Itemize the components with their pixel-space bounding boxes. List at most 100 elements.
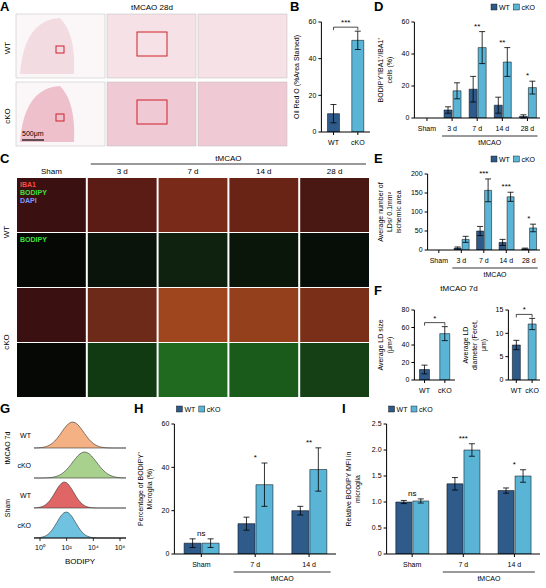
svg-text:5: 5: [499, 353, 503, 360]
svg-text:WT: WT: [184, 406, 196, 413]
svg-text:ns: ns: [408, 489, 416, 498]
svg-text:0.5: 0.5: [372, 524, 382, 531]
svg-text:28 d: 28 d: [521, 125, 535, 132]
svg-text:**: **: [306, 438, 312, 447]
svg-text:7 d: 7 d: [472, 125, 482, 132]
svg-text:cKO: cKO: [521, 156, 535, 163]
svg-text:cKO: cKO: [17, 462, 31, 469]
svg-text:cKO: cKO: [2, 334, 11, 350]
svg-text:40: 40: [402, 50, 410, 57]
svg-text:Oil Red O (%Area Stained): Oil Red O (%Area Stained): [293, 35, 301, 119]
svg-text:Sham: Sham: [403, 561, 421, 568]
svg-text:14 d: 14 d: [496, 125, 510, 132]
svg-text:3 d: 3 d: [117, 167, 128, 176]
svg-text:7 d: 7 d: [458, 561, 468, 568]
svg-text:7 d: 7 d: [479, 257, 489, 264]
svg-text:tMCAO: tMCAO: [484, 271, 508, 278]
svg-text:60: 60: [162, 420, 170, 427]
svg-text:diameter (Feret,: diameter (Feret,: [471, 320, 479, 370]
svg-text:WT: WT: [3, 42, 12, 55]
svg-text:0: 0: [405, 376, 409, 383]
svg-text:3 d: 3 d: [447, 125, 457, 132]
svg-text:(μm²): (μm²): [386, 337, 394, 354]
svg-text:20: 20: [402, 359, 410, 366]
svg-text:WT: WT: [511, 387, 523, 394]
svg-text:tMCAO: tMCAO: [477, 575, 501, 582]
svg-text:BODIPY: BODIPY: [65, 557, 96, 566]
svg-text:40: 40: [402, 341, 410, 348]
svg-text:150: 150: [411, 189, 423, 196]
svg-text:*: *: [527, 214, 530, 223]
svg-text:28 d: 28 d: [522, 257, 536, 264]
svg-text:cKO: cKO: [521, 4, 535, 11]
svg-text:WT: WT: [2, 226, 11, 239]
svg-text:WT: WT: [397, 406, 409, 413]
svg-text:ns: ns: [197, 529, 205, 538]
svg-text:μm): μm): [480, 339, 488, 351]
svg-text:Average LD: Average LD: [462, 327, 470, 364]
svg-text:**: **: [499, 38, 505, 47]
svg-text:0: 0: [419, 246, 423, 253]
svg-text:BODIPY: BODIPY: [20, 189, 47, 196]
svg-text:cells (%): cells (%): [386, 57, 394, 84]
svg-text:BODIPY: BODIPY: [20, 236, 47, 243]
svg-text:0: 0: [378, 550, 382, 557]
svg-text:100: 100: [411, 208, 423, 215]
svg-text:WT: WT: [499, 4, 511, 11]
svg-text:ischemic area: ischemic area: [395, 190, 402, 233]
svg-text:10⁴: 10⁴: [88, 544, 99, 551]
svg-text:*: *: [523, 305, 526, 314]
svg-text:tMCAO: tMCAO: [478, 139, 502, 146]
svg-text:60: 60: [402, 18, 410, 25]
svg-text:***: ***: [479, 169, 488, 178]
svg-text:tMCAO 28d: tMCAO 28d: [131, 3, 173, 12]
svg-text:**: **: [474, 22, 480, 31]
svg-text:microglia: microglia: [354, 475, 362, 503]
svg-text:cKO: cKO: [3, 108, 12, 124]
svg-text:cKO: cKO: [207, 406, 221, 413]
svg-text:WT: WT: [499, 156, 511, 163]
svg-text:0: 0: [499, 376, 503, 383]
svg-text:10⁶: 10⁶: [115, 544, 126, 551]
svg-text:14 d: 14 d: [508, 561, 522, 568]
svg-text:LDs/ 0.1mm²: LDs/ 0.1mm²: [386, 191, 393, 232]
svg-text:14 d: 14 d: [256, 167, 272, 176]
svg-text:10: 10: [496, 330, 504, 337]
svg-text:WT: WT: [20, 492, 32, 499]
svg-text:cKO: cKO: [525, 387, 539, 394]
svg-text:WT: WT: [328, 139, 340, 146]
svg-text:BODIPY⁺IBA1⁺/IBA1⁺: BODIPY⁺IBA1⁺/IBA1⁺: [377, 37, 384, 103]
svg-text:Sham: Sham: [418, 125, 436, 132]
svg-text:WT: WT: [419, 387, 431, 394]
svg-text:*: *: [513, 460, 516, 469]
svg-text:***: ***: [459, 434, 468, 443]
svg-text:500μm: 500μm: [22, 130, 44, 138]
svg-text:*: *: [526, 71, 529, 80]
svg-text:200: 200: [411, 170, 423, 177]
svg-text:10⁰: 10⁰: [35, 544, 46, 551]
svg-text:60: 60: [309, 18, 317, 25]
svg-text:2.5: 2.5: [372, 420, 382, 427]
svg-text:20: 20: [162, 507, 170, 514]
svg-text:Average number of: Average number of: [377, 182, 385, 241]
svg-text:20: 20: [402, 82, 410, 89]
svg-text:Relative BODIPY MFI in: Relative BODIPY MFI in: [345, 451, 352, 526]
svg-text:Percentage of BODIPY⁺: Percentage of BODIPY⁺: [137, 451, 145, 526]
svg-text:Sham: Sham: [41, 167, 62, 176]
svg-text:2.0: 2.0: [372, 446, 382, 453]
svg-text:7 d: 7 d: [250, 561, 260, 568]
svg-text:Microglia (%): Microglia (%): [146, 469, 154, 510]
svg-text:***: ***: [502, 182, 511, 191]
svg-text:1.0: 1.0: [372, 498, 382, 505]
svg-text:IBA1: IBA1: [20, 181, 36, 188]
svg-text:0: 0: [405, 114, 409, 121]
svg-text:1.5: 1.5: [372, 472, 382, 479]
svg-text:Average LD size: Average LD size: [377, 319, 385, 370]
svg-text:Sham: Sham: [430, 257, 448, 264]
svg-text:WT: WT: [20, 432, 32, 439]
svg-text:*: *: [433, 314, 436, 323]
svg-text:80: 80: [402, 306, 410, 313]
svg-text:DAPI: DAPI: [20, 197, 37, 204]
svg-text:tMCAO: tMCAO: [271, 575, 295, 582]
svg-text:0: 0: [312, 128, 316, 135]
